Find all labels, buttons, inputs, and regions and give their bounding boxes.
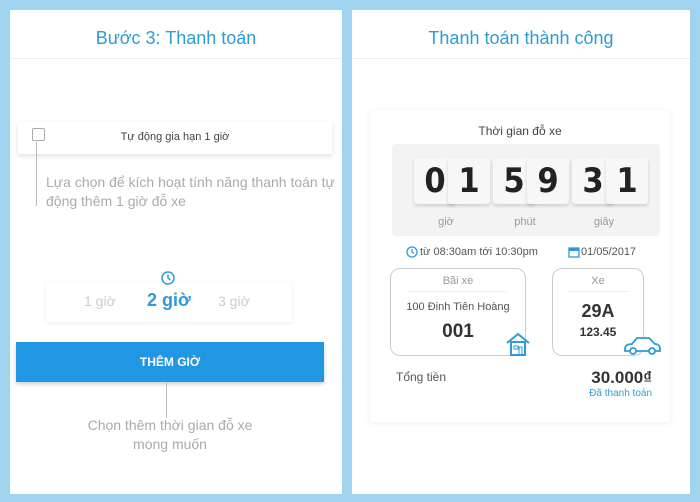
countdown-timer: 0 1 : 5 9 : 3 1 giờ phút giây <box>392 144 660 236</box>
receipt-card: Thời gian đỗ xe 0 1 : 5 9 : 3 1 giờ phút… <box>370 110 670 422</box>
parking-date: 01/05/2017 <box>581 246 637 258</box>
second-digit: 1 <box>606 158 648 204</box>
clock-icon <box>161 271 175 285</box>
divider <box>567 291 629 292</box>
add-time-hint: Chọn thêm thời gian đỗ xe mong muốn <box>87 417 253 452</box>
step-title: Bước 3: Thanh toán <box>95 28 257 48</box>
parking-lot-box: Bãi xe 100 Đinh Tiên Hoàng 001 <box>390 268 526 356</box>
total-amount: 30.000₫ <box>591 368 652 387</box>
hour-option-1[interactable]: 1 giờ <box>84 293 116 309</box>
hour-option-3[interactable]: 3 giờ <box>218 293 250 309</box>
auto-renew-hint: Lựa chọn để kích hoạt tính năng thanh to… <box>46 174 335 209</box>
parking-time-label: Thời gian đỗ xe <box>478 124 562 138</box>
hours-label: giờ <box>438 216 454 228</box>
auto-renew-label: Tự động gia hạn 1 giờ <box>120 131 230 143</box>
clock-icon <box>406 246 418 258</box>
divider <box>409 291 507 292</box>
callout-line <box>36 142 37 206</box>
hour-option-2-selected[interactable]: 2 giờ <box>147 290 191 310</box>
car-icon <box>624 337 661 355</box>
hour-digit: 1 <box>448 158 490 204</box>
hour-selector: 1 giờ 2 giờ 3 giờ <box>46 282 292 322</box>
lot-label: Bãi xe <box>442 275 474 287</box>
success-title: Thanh toán thành công <box>428 28 614 48</box>
house-icon <box>506 332 530 356</box>
seconds-label: giây <box>593 216 615 228</box>
total-label: Tổng tiền <box>396 370 447 384</box>
minutes-label: phút <box>514 216 536 228</box>
auto-renew-checkbox[interactable] <box>32 128 45 141</box>
lot-number: 001 <box>442 321 474 342</box>
minute-digit: 9 <box>527 158 569 204</box>
divider <box>10 58 342 59</box>
auto-renew-row[interactable]: Tự động gia hạn 1 giờ <box>18 122 332 154</box>
vehicle-box: Xe 29A 123.45 <box>552 268 644 356</box>
lot-address: 100 Đinh Tiên Hoàng <box>406 301 510 313</box>
divider <box>352 58 690 59</box>
callout-line <box>166 382 167 418</box>
vehicle-label: Xe <box>591 275 605 287</box>
plate-number: 123.45 <box>579 325 617 339</box>
add-time-panel: Bước 3: Thanh toán Tự động gia hạn 1 giờ… <box>10 10 342 494</box>
payment-status: Đã thanh toán <box>589 388 652 399</box>
calendar-icon <box>568 247 580 258</box>
add-time-button[interactable]: THÊM GIỜ <box>16 342 324 382</box>
plate-prefix: 29A <box>581 301 615 321</box>
payment-success-panel: Thanh toán thành công Thời gian đỗ xe 0 … <box>352 10 690 494</box>
time-range: từ 08:30am tới 10:30pm <box>420 246 538 258</box>
